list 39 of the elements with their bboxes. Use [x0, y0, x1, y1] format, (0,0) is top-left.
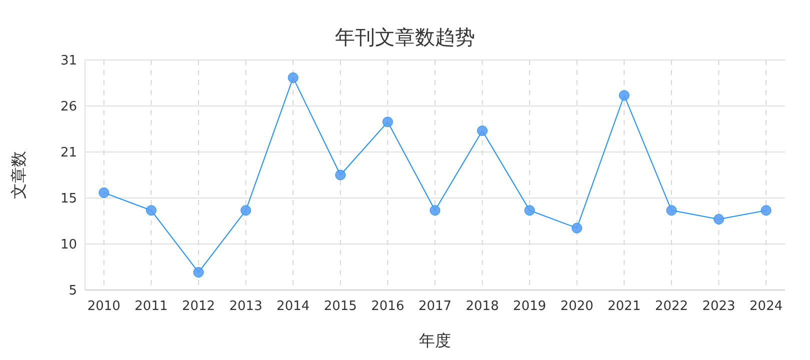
- y-tick-label: 21: [60, 146, 77, 161]
- point: [240, 205, 252, 216]
- y-tick-label: 26: [60, 100, 77, 115]
- point: [618, 90, 630, 101]
- point: [714, 214, 724, 224]
- x-axis-title: 年度: [419, 331, 451, 350]
- x-tick-label: 2015: [324, 299, 357, 314]
- x-tick-label: 2024: [750, 299, 783, 314]
- point: [477, 126, 488, 136]
- x-tick-label: 2010: [87, 299, 120, 314]
- point: [524, 205, 535, 216]
- x-tick-label: 2023: [702, 299, 736, 314]
- x-tick-label: 2012: [182, 299, 216, 314]
- point: [98, 187, 110, 198]
- point: [572, 222, 582, 234]
- y-tick-label: 31: [60, 54, 77, 69]
- x-tick-label: 2013: [229, 299, 262, 314]
- x-tick-label: 2011: [134, 299, 168, 314]
- point: [288, 72, 298, 83]
- y-tick-label: 15: [60, 192, 77, 207]
- x-tick-label: 2020: [560, 299, 594, 314]
- x-tick-label: 2016: [371, 299, 404, 314]
- point: [146, 205, 156, 216]
- x-tick-label: 2019: [513, 299, 546, 314]
- y-axis-title: 文章数: [9, 151, 28, 199]
- y-tick-label: 5: [68, 284, 77, 299]
- x-tick-label: 2014: [276, 299, 310, 314]
- point: [666, 205, 677, 216]
- x-tick-label: 2021: [608, 299, 641, 314]
- point: [760, 205, 772, 216]
- x-tick-label: 2017: [418, 299, 452, 314]
- point: [193, 267, 204, 278]
- point: [382, 116, 393, 128]
- x-tick-label: 2018: [466, 299, 499, 314]
- y-tick-label: 10: [60, 238, 77, 253]
- point: [335, 170, 346, 180]
- x-tick-label: 2022: [654, 299, 688, 314]
- chart-title: 年刊文章数趋势: [335, 25, 475, 49]
- point: [430, 205, 440, 216]
